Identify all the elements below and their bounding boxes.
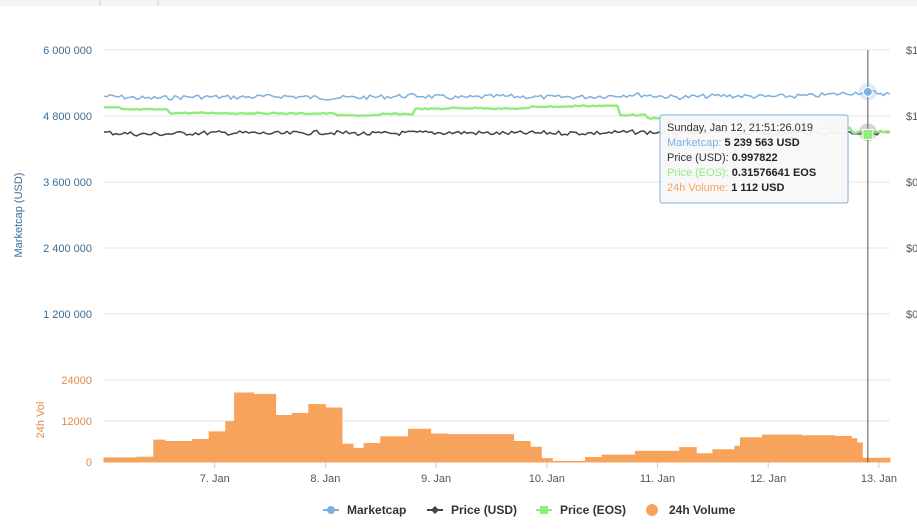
legend-label: Price (USD) [451,503,517,517]
eos-hover-point [862,128,874,140]
price-tick-label: $1 [906,45,917,57]
volume-series [103,392,891,463]
volume-area [103,392,891,463]
tooltip: Sunday, Jan 12, 21:51:26.019 Marketcap: … [659,114,849,204]
volume-tick-label: 24000 [61,375,92,387]
price-tick-label: $1 [906,111,917,123]
price-tick-label: $0 [906,243,917,255]
legend-item[interactable]: Price (EOS) [536,503,626,517]
legend-symbol [431,506,439,514]
volume-tick-label: 0 [86,457,92,469]
tooltip-row-value: 0.31576641 EOS [732,167,816,179]
marketcap-hover-point [862,86,873,97]
volume-tick-label: 12000 [61,416,92,428]
marketcap-tick-label: 4 800 000 [43,111,92,123]
volume-axis: 24000 12000 0 [61,375,92,469]
x-tick-label: 13. Jan [861,473,897,485]
tooltip-row: Price (EOS): 0.31576641 EOS [667,167,816,179]
marketcap-tick-label: 6 000 000 [43,45,92,57]
grid [104,49,890,463]
marketcap-axis: 6 000 000 4 800 000 3 600 000 2 400 000 1 20… [43,45,92,321]
tooltip-row-value: 0.997822 [732,152,778,164]
legend-symbol [540,506,548,514]
marketcap-tick-label: 1 200 000 [43,309,92,321]
tooltip-row-value: 5 239 563 USD [724,137,799,149]
x-tick-label: 12. Jan [750,473,786,485]
tooltip-row: Marketcap: 5 239 563 USD [667,137,800,149]
tooltip-row-label: 24h Volume: [667,182,731,194]
marketcap-axis-title: Marketcap (USD) [13,173,25,258]
x-tick-label: 8. Jan [310,473,340,485]
top-strip [0,0,917,6]
x-axis: 7. Jan 8. Jan 9. Jan 10. Jan 11. Jan 12. Jan 1… [200,462,897,485]
legend-label: Price (EOS) [560,503,626,517]
price-axis: $1 $1 $0 $0 $0 [906,45,917,321]
legend-label: Marketcap [347,503,406,517]
volume-axis-title: 24h Vol [35,402,47,439]
tooltip-row: Price (USD): 0.997822 [667,152,778,164]
price-tick-label: $0 [906,177,917,189]
tooltip-row: 24h Volume: 1 112 USD [667,182,784,194]
tooltip-box [659,114,849,204]
legend-item[interactable]: 24h Volume [646,503,736,517]
x-tick-label: 7. Jan [200,473,230,485]
marketcap-tick-label: 3 600 000 [43,177,92,189]
price-tick-label: $0 [906,309,917,321]
legend[interactable]: Marketcap Price (USD) Price (EOS) 24h Volum… [323,503,736,517]
legend-label: 24h Volume [669,503,736,517]
tooltip-header: Sunday, Jan 12, 21:51:26.019 [667,122,813,134]
tooltip-row-label: Price (EOS): [667,167,732,179]
x-tick-label: 9. Jan [421,473,451,485]
x-tick-label: 11. Jan [640,473,675,485]
hover-markers [858,82,877,142]
legend-symbol [327,506,335,514]
tooltip-row-label: Marketcap: [667,137,724,149]
legend-symbol [646,504,658,516]
marketcap-line [103,89,891,101]
legend-item[interactable]: Price (USD) [427,503,517,517]
legend-item[interactable]: Marketcap [323,503,406,517]
tooltip-row-label: Price (USD): [667,152,732,164]
marketcap-tick-label: 2 400 000 [43,243,92,255]
tooltip-row-value: 1 112 USD [731,182,784,194]
x-tick-label: 10. Jan [529,473,565,485]
